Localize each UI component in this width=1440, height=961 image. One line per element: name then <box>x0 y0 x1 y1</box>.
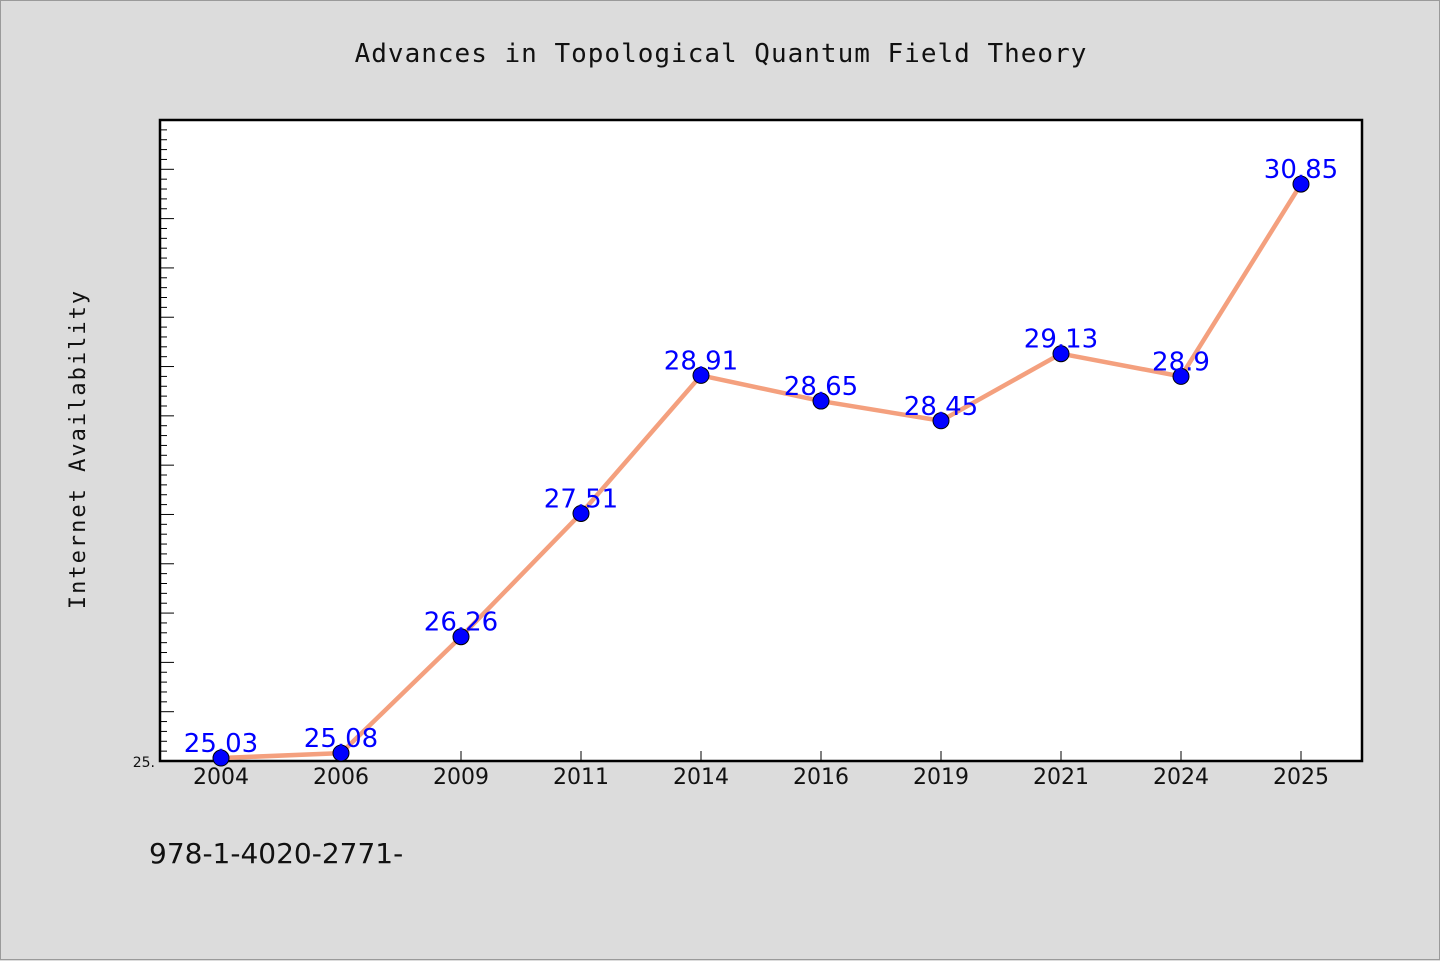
data-label: 28.65 <box>784 372 858 402</box>
x-tick-label: 2021 <box>1033 765 1089 790</box>
x-tick-label: 2019 <box>913 765 969 790</box>
x-tick-label: 2009 <box>433 765 489 790</box>
x-tick-labels: 2004 2006 2009 2011 2014 2016 2019 2021 2024 2025 <box>193 765 1329 790</box>
data-point <box>932 412 950 430</box>
x-tick-label: 2011 <box>553 765 609 790</box>
data-markers <box>212 175 1310 767</box>
data-point <box>812 392 830 410</box>
data-point <box>1052 345 1070 363</box>
series-line <box>218 181 1304 761</box>
x-tick-label: 2016 <box>793 765 849 790</box>
footnote-isbn: 978-1-4020-2771- <box>149 837 403 870</box>
data-point <box>332 744 350 762</box>
data-label: 26.26 <box>424 608 498 638</box>
y-tick-label: 25. <box>133 755 155 771</box>
x-tick-label: 2004 <box>193 765 249 790</box>
x-tick-label: 2014 <box>673 765 729 790</box>
x-tick-label: 2025 <box>1273 765 1329 790</box>
x-tick-label: 2024 <box>1153 765 1209 790</box>
data-label: 27.51 <box>544 484 618 514</box>
x-axis-ticks <box>220 751 1302 761</box>
data-label: 28.91 <box>664 346 738 376</box>
y-axis-ticks <box>160 119 174 762</box>
chart-title: Advances in Topological Quantum Field Th… <box>355 39 1088 69</box>
data-point <box>1172 367 1190 385</box>
data-point <box>212 749 230 767</box>
x-tick-label: 2006 <box>313 765 369 790</box>
data-label: 25.03 <box>184 729 258 759</box>
data-point <box>452 628 470 646</box>
data-label: 29.13 <box>1024 325 1098 355</box>
data-point <box>1292 175 1310 193</box>
plot-area <box>158 118 1364 763</box>
data-point <box>572 504 590 522</box>
y-axis-label: Internet Availability <box>66 289 91 609</box>
data-label: 30.85 <box>1264 155 1338 185</box>
data-label: 25.08 <box>304 724 378 754</box>
data-label: 28.9 <box>1152 347 1210 377</box>
data-labels: 25.03 25.08 26.26 27.51 28.91 28.65 28.45 29.13… <box>184 155 1338 759</box>
data-label: 28.45 <box>904 392 978 422</box>
data-point <box>692 366 710 384</box>
